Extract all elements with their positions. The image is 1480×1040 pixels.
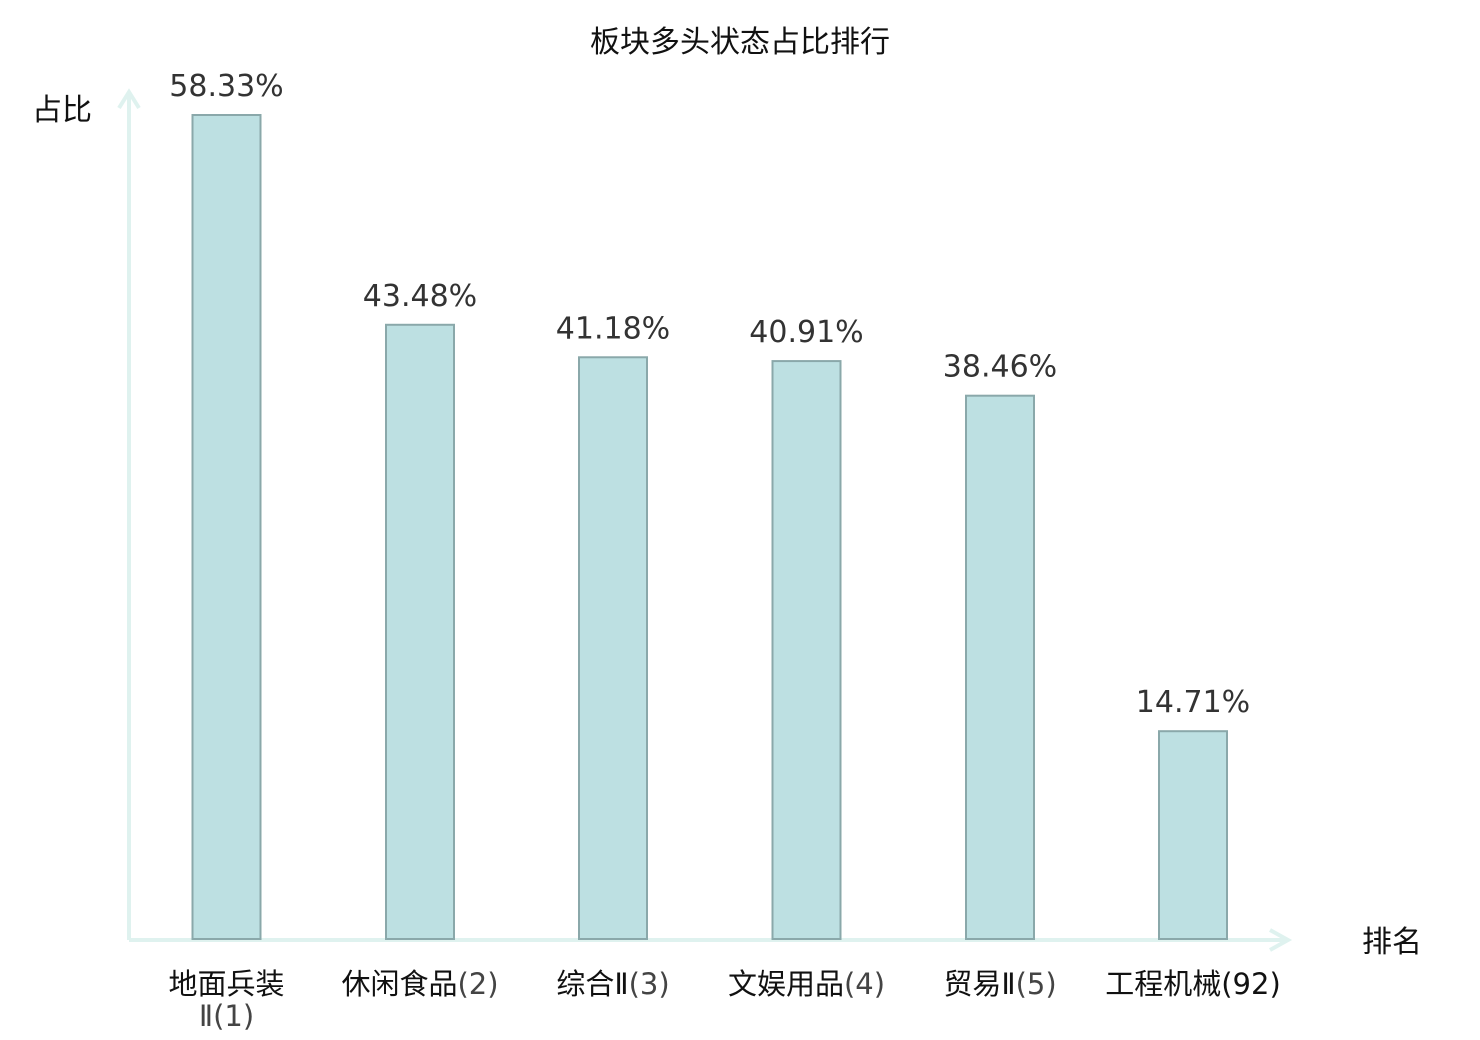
category-label-2: 休闲食品(2) xyxy=(341,967,498,1001)
x-axis xyxy=(129,928,1293,952)
value-label-3: 41.18% xyxy=(556,311,670,346)
bar-1 xyxy=(191,114,262,940)
y-axis-label: 占比 xyxy=(32,93,92,128)
x-axis-label: 排名 xyxy=(1362,925,1422,960)
bar-6 xyxy=(1158,730,1228,940)
category-labels: 地面兵装 Ⅱ(1) 休闲食品(2) 综合Ⅱ(3) 文娱用品(4) 贸易Ⅱ(5) 工程机械(9… xyxy=(168,967,1280,1033)
bar-2 xyxy=(385,323,455,940)
bar-3 xyxy=(578,356,648,940)
category-label-4: 文娱用品(4) xyxy=(728,967,885,1001)
y-axis xyxy=(117,88,141,940)
value-label-6: 14.71% xyxy=(1136,685,1250,720)
chart-title: 板块多头状态占比排行 xyxy=(590,25,890,60)
category-label-5: 贸易Ⅱ(5) xyxy=(943,967,1056,1001)
bar-4 xyxy=(771,360,842,941)
category-label-3: 综合Ⅱ(3) xyxy=(556,967,669,1001)
value-label-2: 43.48% xyxy=(363,279,477,314)
bar-5 xyxy=(965,394,1035,940)
bars xyxy=(191,114,1228,941)
category-label-6: 工程机械(92) xyxy=(1105,967,1281,1001)
category-label-1: 地面兵装 Ⅱ(1) xyxy=(168,967,284,1033)
value-label-5: 38.46% xyxy=(943,350,1057,385)
value-label-4: 40.91% xyxy=(749,315,863,350)
value-labels: 58.33% 43.48% 41.18% 40.91% 38.46% 14.71% xyxy=(169,69,1250,720)
value-label-1: 58.33% xyxy=(169,69,283,104)
